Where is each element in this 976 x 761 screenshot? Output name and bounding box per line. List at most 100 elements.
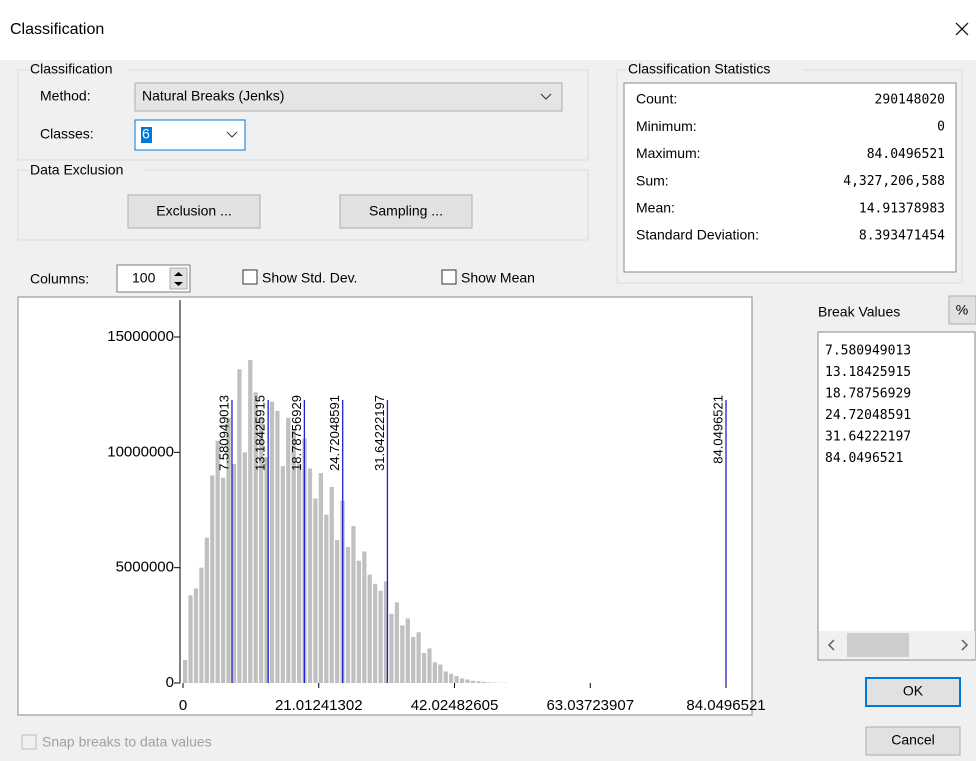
group-legend: Data Exclusion [30, 162, 123, 178]
histogram-bar [275, 410, 280, 683]
histogram-bar [470, 680, 476, 683]
histogram-bar [411, 636, 416, 683]
statistics-box [623, 82, 957, 273]
stat-value: 4,327,206,588 [843, 174, 945, 189]
histogram-bar [242, 452, 247, 683]
legend-bg [28, 62, 128, 76]
button-label: Cancel [891, 732, 935, 748]
dialog-title: Classification [10, 21, 104, 38]
button-label: OK [903, 683, 924, 699]
histogram-bar [405, 618, 410, 683]
exclusion-button[interactable] [127, 194, 261, 229]
break-label: 84.0496521 [710, 395, 725, 464]
y-tick-label: 15000000 [107, 328, 174, 345]
histogram-bar [324, 514, 329, 683]
histogram-bar [487, 682, 492, 683]
histogram-bar [253, 392, 258, 683]
histogram-bar [383, 581, 389, 683]
button-label: % [956, 302, 968, 318]
histogram-bar [421, 653, 427, 683]
break-label: 7.580949013 [216, 395, 231, 471]
histogram-bar [389, 613, 394, 683]
histogram-bar [476, 681, 481, 683]
histogram-bar [432, 662, 438, 683]
histogram-bar [264, 456, 269, 683]
histogram-bar [259, 417, 264, 683]
histogram-bar [373, 583, 378, 683]
columns-value: 100 [132, 270, 156, 286]
break-value: 7.580949013 [825, 344, 911, 359]
stat-label: Minimum: [636, 118, 697, 134]
histogram-bar [378, 590, 383, 683]
histogram-bar [280, 466, 285, 683]
break-value: 18.78756929 [825, 387, 911, 402]
histogram-bar [318, 473, 323, 683]
break-value: 31.64222197 [825, 430, 911, 445]
y-tick-label: 0 [166, 674, 174, 691]
method-value: Natural Breaks (Jenks) [142, 88, 284, 104]
title-bar [0, 0, 976, 60]
x-tick-label: 84.0496521 [686, 697, 765, 714]
histogram-bar [481, 681, 486, 683]
dropdown-arrow [540, 93, 552, 100]
checkbox[interactable] [441, 269, 457, 285]
y-tick-label: 5000000 [116, 559, 174, 576]
ok-button[interactable] [865, 677, 961, 707]
histogram-bar [329, 486, 334, 683]
scroll-arrows [827, 639, 969, 651]
checkbox-label: Show Std. Dev. [262, 270, 357, 286]
histogram-bar [183, 659, 188, 683]
stat-value: 0 [937, 120, 945, 135]
x-tick-label: 21.01241302 [275, 697, 363, 714]
classes-dropdown[interactable] [134, 119, 246, 151]
histogram-bar [204, 537, 209, 683]
group-legend: Classification Statistics [628, 61, 770, 77]
histogram-bar [215, 440, 220, 683]
histogram-bar [454, 676, 459, 683]
y-tick-label: 10000000 [107, 443, 174, 460]
columns-label: Columns: [30, 271, 89, 287]
checkbox[interactable] [242, 269, 258, 285]
histogram-bar [248, 360, 253, 683]
histogram-bar [459, 678, 465, 683]
stat-value: 8.393471454 [859, 229, 945, 244]
legend-bg [28, 162, 144, 176]
spin-buttons[interactable] [169, 267, 188, 290]
histogram-bar [443, 671, 448, 683]
percent-button[interactable] [948, 295, 976, 325]
break-values-list[interactable] [817, 331, 976, 661]
stat-label: Mean: [636, 200, 675, 216]
histogram-bar [297, 463, 302, 683]
method-dropdown[interactable] [134, 82, 563, 112]
stat-label: Standard Deviation: [636, 227, 759, 243]
break-label: 31.64222197 [372, 395, 387, 471]
button-label: Sampling ... [369, 203, 443, 219]
histogram-bar [269, 401, 275, 683]
break-label: 24.72048591 [327, 395, 342, 471]
histogram-bar [465, 679, 470, 683]
histogram-bar [199, 567, 204, 683]
checkbox-label: Show Mean [461, 270, 535, 286]
close-button[interactable] [955, 22, 969, 36]
histogram-bar [416, 632, 421, 683]
histogram-bar [362, 551, 367, 683]
histogram-bar [193, 588, 199, 683]
histogram-bar [438, 664, 443, 683]
classes-label: Classes: [40, 126, 94, 142]
break-value: 13.18425915 [825, 365, 911, 380]
histogram-bar [210, 475, 215, 683]
sampling-button[interactable] [339, 194, 473, 229]
stat-value: 14.91378983 [859, 201, 945, 216]
histogram-bar [291, 429, 296, 683]
cancel-button[interactable] [865, 726, 961, 756]
histogram-bar [307, 468, 313, 683]
group-box [17, 169, 589, 241]
histogram-bar [188, 595, 193, 683]
classes-value: 6 [142, 126, 150, 142]
histogram-bar [449, 673, 454, 683]
stat-value: 290148020 [875, 93, 945, 108]
scroll-thumb[interactable] [847, 633, 909, 657]
stat-label: Count: [636, 91, 677, 107]
checkbox[interactable] [21, 734, 37, 750]
